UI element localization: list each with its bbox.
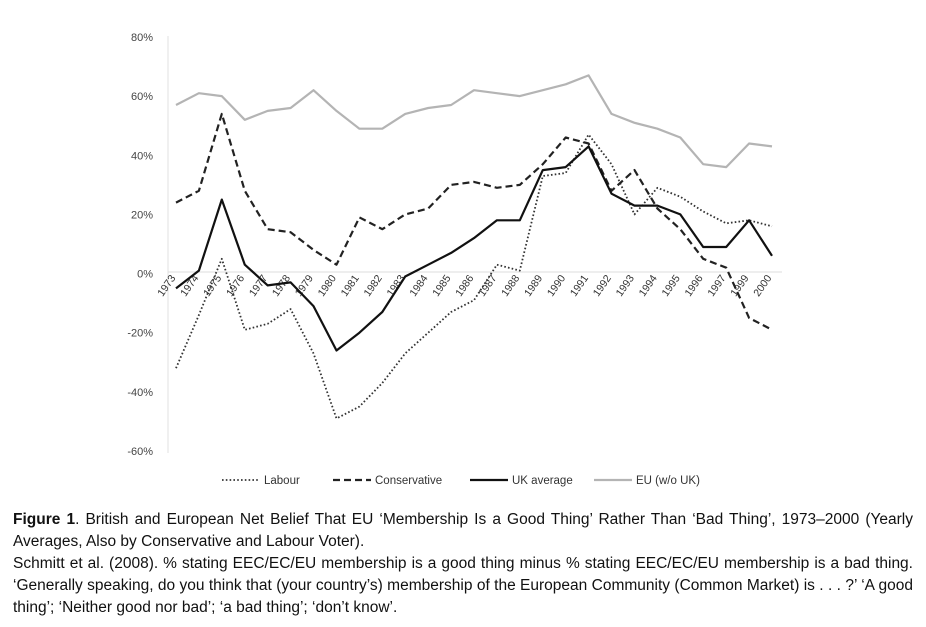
x-tick-label: 1979 (293, 273, 316, 299)
x-tick-label: 1989 (522, 273, 545, 299)
x-tick-label: 1999 (728, 273, 751, 299)
x-tick-label: 1986 (453, 273, 476, 299)
x-tick-label: 1996 (682, 273, 705, 299)
x-tick-label: 1992 (591, 273, 614, 299)
line-chart: 80% 60% 40% 20% 0% -20% -40% -60% 1973 1974 1975 1… (127, 32, 782, 487)
x-tick-label: 1994 (637, 273, 660, 299)
x-tick-label: 1991 (568, 273, 591, 299)
y-tick-label: 60% (131, 91, 153, 103)
x-tick-label: 1982 (362, 273, 385, 299)
y-tick-label: 80% (131, 32, 153, 44)
y-tick-label: 0% (137, 269, 153, 281)
x-tick-label: 1978 (270, 273, 293, 299)
x-tick-label: 1984 (407, 273, 430, 299)
legend-label: UK average (512, 475, 573, 487)
caption-title: Figure 1. British and European Net Belie… (13, 509, 913, 553)
x-tick-label: 1993 (614, 273, 637, 299)
y-tick-labels: 80% 60% 40% 20% 0% -20% -40% -60% (127, 32, 153, 458)
series-line-eu-w-o-uk (175, 74, 773, 169)
legend: Labour Conservative UK average EU (w/o UK) (222, 475, 700, 487)
x-tick-label: 1973 (155, 273, 178, 299)
legend-label: EU (w/o UK) (636, 475, 700, 487)
series-line-uk-average (175, 145, 773, 352)
y-tick-label: 20% (131, 209, 153, 221)
x-tick-labels: 1973 1974 1975 1976 1977 1978 1979 1980 1981 1982… (155, 273, 774, 299)
x-tick-label: 1990 (545, 273, 568, 299)
x-tick-label: 1981 (339, 273, 362, 299)
figure-caption: Figure 1. British and European Net Belie… (13, 509, 913, 619)
y-tick-label: -40% (127, 387, 153, 399)
y-tick-label: -60% (127, 446, 153, 458)
x-tick-label: 1975 (201, 273, 224, 299)
caption-title-text: . British and European Net Belief That E… (13, 511, 913, 550)
figure-label: Figure 1 (13, 511, 76, 528)
x-tick-label: 1995 (660, 273, 683, 299)
x-tick-label: 1987 (476, 273, 499, 299)
legend-label: Conservative (375, 475, 442, 487)
y-tick-label: -20% (127, 328, 153, 340)
x-tick-label: 1985 (430, 273, 453, 299)
x-tick-label: 1980 (316, 273, 339, 299)
x-tick-label: 1997 (705, 273, 728, 299)
y-tick-label: 40% (131, 150, 153, 162)
x-tick-label: 2000 (751, 273, 774, 299)
x-tick-label: 1988 (499, 273, 522, 299)
series-line-conservative (175, 112, 773, 331)
caption-source: Schmitt et al. (2008). % stating EEC/EC/… (13, 555, 913, 616)
legend-label: Labour (264, 475, 300, 487)
series-lines (175, 74, 773, 420)
